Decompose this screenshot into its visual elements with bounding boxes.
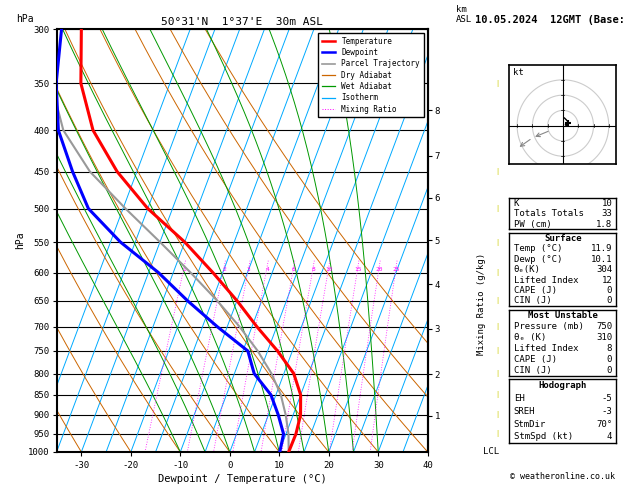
Text: |: | (495, 239, 499, 245)
Text: Lifted Index: Lifted Index (514, 344, 578, 353)
Text: Totals Totals: Totals Totals (514, 209, 584, 218)
Text: 0: 0 (607, 286, 612, 295)
Text: PW (cm): PW (cm) (514, 220, 552, 228)
Text: -5: -5 (601, 394, 612, 403)
Text: 25: 25 (392, 267, 400, 272)
X-axis label: Dewpoint / Temperature (°C): Dewpoint / Temperature (°C) (158, 474, 326, 484)
Text: |: | (495, 297, 499, 304)
Text: |: | (495, 205, 499, 212)
Text: |: | (495, 269, 499, 276)
Text: 11.9: 11.9 (591, 244, 612, 253)
Text: kt: kt (513, 68, 523, 76)
Text: StmDir: StmDir (514, 419, 546, 429)
Text: |: | (495, 370, 499, 377)
Text: |: | (495, 347, 499, 354)
Text: CAPE (J): CAPE (J) (514, 286, 557, 295)
Text: CIN (J): CIN (J) (514, 365, 552, 375)
Text: 6: 6 (292, 267, 296, 272)
Text: 2: 2 (222, 267, 226, 272)
Text: 33: 33 (601, 209, 612, 218)
Text: 0: 0 (607, 355, 612, 364)
Text: 10: 10 (601, 199, 612, 208)
Text: |: | (495, 168, 499, 175)
Legend: Temperature, Dewpoint, Parcel Trajectory, Dry Adiabat, Wet Adiabat, Isotherm, Mi: Temperature, Dewpoint, Parcel Trajectory… (318, 33, 424, 117)
Text: 750: 750 (596, 322, 612, 331)
Text: |: | (495, 412, 499, 418)
Text: 10: 10 (325, 267, 333, 272)
Text: 304: 304 (596, 265, 612, 274)
Text: EH: EH (514, 394, 525, 403)
Text: km
ASL: km ASL (456, 5, 472, 24)
Text: 8: 8 (311, 267, 315, 272)
Text: 4: 4 (265, 267, 269, 272)
Text: 10.1: 10.1 (591, 255, 612, 264)
Text: |: | (495, 431, 499, 437)
Text: CAPE (J): CAPE (J) (514, 355, 557, 364)
Text: |: | (495, 391, 499, 399)
Text: |: | (495, 80, 499, 87)
Text: Hodograph: Hodograph (539, 382, 587, 390)
Text: 1: 1 (182, 267, 186, 272)
Text: 15: 15 (354, 267, 362, 272)
Text: 0: 0 (607, 365, 612, 375)
Text: CIN (J): CIN (J) (514, 296, 552, 305)
Text: 10.05.2024  12GMT (Base: 12): 10.05.2024 12GMT (Base: 12) (476, 15, 629, 25)
Text: 8: 8 (607, 344, 612, 353)
Text: 3: 3 (247, 267, 251, 272)
Text: 12: 12 (601, 276, 612, 284)
Text: LCL: LCL (483, 448, 499, 456)
Text: -3: -3 (601, 407, 612, 416)
Text: 0: 0 (607, 296, 612, 305)
Text: Temp (°C): Temp (°C) (514, 244, 562, 253)
Text: Mixing Ratio (g/kg): Mixing Ratio (g/kg) (477, 253, 486, 355)
Text: hPa: hPa (16, 14, 33, 24)
Title: 50°31'N  1°37'E  30m ASL: 50°31'N 1°37'E 30m ASL (161, 17, 323, 27)
Text: |: | (495, 323, 499, 330)
Text: Surface: Surface (544, 234, 582, 243)
Text: θₑ (K): θₑ (K) (514, 333, 546, 342)
Text: StmSpd (kt): StmSpd (kt) (514, 433, 573, 441)
Text: Lifted Index: Lifted Index (514, 276, 578, 284)
Text: Pressure (mb): Pressure (mb) (514, 322, 584, 331)
Text: 310: 310 (596, 333, 612, 342)
Text: © weatheronline.co.uk: © weatheronline.co.uk (511, 472, 615, 481)
Text: 4: 4 (607, 433, 612, 441)
Text: K: K (514, 199, 519, 208)
Text: 20: 20 (376, 267, 383, 272)
Text: 1.8: 1.8 (596, 220, 612, 228)
Text: Most Unstable: Most Unstable (528, 311, 598, 320)
Text: θₑ(K): θₑ(K) (514, 265, 541, 274)
Y-axis label: hPa: hPa (15, 232, 25, 249)
Text: SREH: SREH (514, 407, 535, 416)
Text: Dewp (°C): Dewp (°C) (514, 255, 562, 264)
Text: 70°: 70° (596, 419, 612, 429)
